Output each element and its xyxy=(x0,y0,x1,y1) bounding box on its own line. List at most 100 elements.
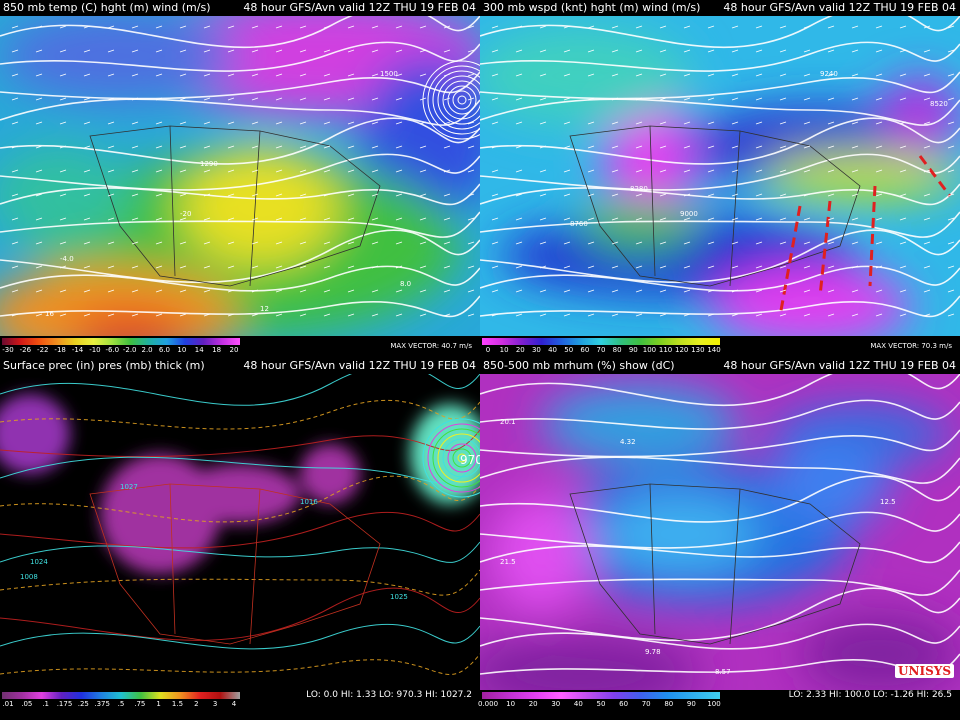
scale-label: -2.0 xyxy=(122,346,137,354)
wind-vector xyxy=(203,313,211,317)
wind-vector xyxy=(395,289,403,293)
contour-line xyxy=(0,183,480,206)
wind-vector xyxy=(731,217,739,221)
wind-vector xyxy=(923,193,931,197)
wind-vector xyxy=(227,217,235,221)
scale-label: 3 xyxy=(212,700,218,708)
wind-vector xyxy=(299,265,307,269)
wind-vector xyxy=(515,145,523,149)
wind-vector xyxy=(131,241,139,245)
wind-vector xyxy=(371,145,379,149)
wind-vector xyxy=(659,241,667,245)
wind-vector xyxy=(227,241,235,245)
scale-label: -30 xyxy=(2,346,14,354)
wind-vector xyxy=(131,97,139,101)
wind-vector xyxy=(947,97,955,101)
wind-vector xyxy=(779,121,787,125)
wind-vector xyxy=(683,145,691,149)
wind-vector xyxy=(755,169,763,173)
scale-label: 100 xyxy=(707,700,721,708)
scale-label: .75 xyxy=(134,700,146,708)
wind-vector xyxy=(707,313,715,317)
wind-vector xyxy=(155,241,163,245)
scale-label: 50 xyxy=(564,346,574,354)
wind-vector xyxy=(899,97,907,101)
wind-vector xyxy=(659,265,667,269)
wind-vector xyxy=(35,313,43,317)
wind-vector xyxy=(443,121,451,125)
contour-label: 1025 xyxy=(390,593,408,601)
field-blob xyxy=(300,444,360,504)
wind-vector xyxy=(611,49,619,53)
wind-vector xyxy=(827,313,835,317)
wind-vector xyxy=(83,169,91,173)
cyclone-ring xyxy=(432,70,480,130)
wind-vector xyxy=(707,241,715,245)
wind-vector xyxy=(923,241,931,245)
wind-vector xyxy=(803,193,811,197)
wind-vector xyxy=(923,49,931,53)
wind-vector xyxy=(107,73,115,77)
wind-vector xyxy=(755,145,763,149)
wind-vector xyxy=(227,289,235,293)
scale-label: .175 xyxy=(56,700,73,708)
contour-label: 8760 xyxy=(570,220,588,228)
wind-vector xyxy=(755,97,763,101)
scale-label: .25 xyxy=(77,700,89,708)
wind-vector xyxy=(203,289,211,293)
wind-vector xyxy=(179,289,187,293)
wind-vector xyxy=(371,265,379,269)
wind-vector xyxy=(587,121,595,125)
wind-vector xyxy=(635,265,643,269)
wind-vector xyxy=(179,169,187,173)
scale-label: 10 xyxy=(177,346,187,354)
wind-vector xyxy=(467,265,475,269)
valid-time: 48 hour GFS/Avn valid 12Z THU 19 FEB 04 xyxy=(723,1,956,14)
scale-label: 80 xyxy=(612,346,622,354)
map: 20.1 21.5 9.78 8.57 4.32 12.5 xyxy=(480,374,960,690)
contour-line xyxy=(0,541,480,563)
contour-label: 9.78 xyxy=(645,648,661,656)
wind-vector xyxy=(419,25,427,29)
wind-vector xyxy=(227,121,235,125)
wind-vector xyxy=(515,49,523,53)
wind-vector xyxy=(755,289,763,293)
trough-line xyxy=(778,205,802,317)
wind-vector xyxy=(563,193,571,197)
wind-vector xyxy=(899,193,907,197)
cyclone-ring xyxy=(447,85,477,115)
contour-line xyxy=(0,295,480,318)
color-bar xyxy=(482,338,720,345)
wind-vector xyxy=(851,73,859,77)
wind-vector xyxy=(923,73,931,77)
color-scale: .01 .05 .1 .175 .25 .375 .5 .75 1 1.5 2 3 4 xyxy=(2,700,240,710)
wind-vector xyxy=(491,265,499,269)
scale-label: 30 xyxy=(551,700,561,708)
wind-vector xyxy=(227,169,235,173)
wind-vector xyxy=(347,289,355,293)
wind-vector xyxy=(587,169,595,173)
wind-vector xyxy=(251,97,259,101)
scale-label: 30 xyxy=(531,346,541,354)
wind-vector xyxy=(923,97,931,101)
contour-line xyxy=(0,117,480,165)
cyclone-ring xyxy=(432,428,480,488)
wind-vector xyxy=(347,265,355,269)
wind-vector xyxy=(611,97,619,101)
wind-vector xyxy=(731,193,739,197)
wind-vector xyxy=(107,313,115,317)
wind-vector xyxy=(563,145,571,149)
wind-vector xyxy=(851,97,859,101)
wind-vector xyxy=(395,25,403,29)
wind-vector xyxy=(563,49,571,53)
wind-vector xyxy=(11,145,19,149)
cyclone-ring xyxy=(422,60,480,140)
wind-vector xyxy=(587,289,595,293)
wind-vector xyxy=(107,49,115,53)
wind-vector xyxy=(371,73,379,77)
wind-vector xyxy=(803,313,811,317)
wind-vector xyxy=(347,25,355,29)
contour-label: 12.5 xyxy=(880,498,896,506)
wind-vector xyxy=(563,289,571,293)
wind-vector xyxy=(227,73,235,77)
